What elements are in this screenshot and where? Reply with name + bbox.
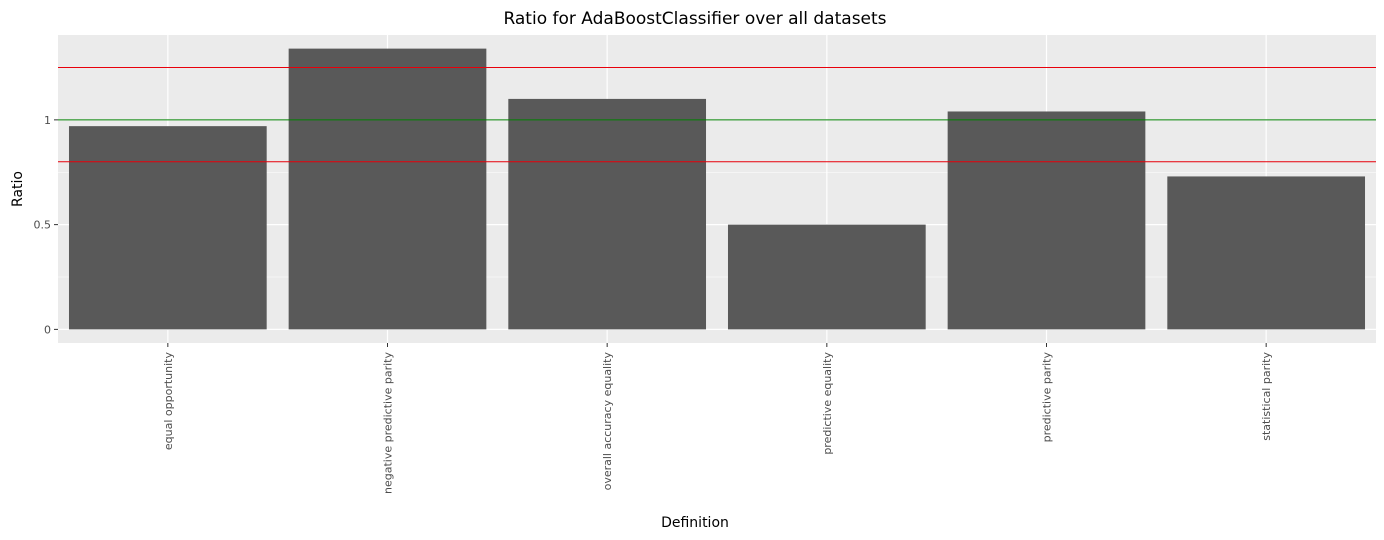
bar-predictive-parity [947,111,1146,330]
bar-negative-predictive-parity [288,48,487,330]
y-tick-label: 0.5 [34,219,52,232]
x-axis: equal opportunity negative predictive par… [162,343,1273,494]
bar-predictive-equality [727,224,926,330]
bar-statistical-parity [1167,176,1366,330]
x-tick-label: predictive parity [1041,352,1054,443]
reference-lines [58,66,1376,163]
x-tick-label: predictive equality [821,352,834,455]
bars [68,48,1366,330]
x-tick-label: equal opportunity [162,352,175,451]
x-tick-label: negative predictive parity [382,352,395,494]
y-tick-label: 0 [44,323,51,336]
bar-equal-opportunity [68,126,267,330]
x-tick-label: overall accuracy equality [601,352,614,491]
y-axis-title: Ratio [10,171,26,207]
y-tick-label: 1 [44,114,51,127]
x-tick-label: statistical parity [1260,352,1273,441]
plot-panel [58,35,1376,343]
bar-overall-accuracy-equality [508,98,707,330]
x-axis-title: Definition [661,515,729,531]
chart-title: Ratio for AdaBoostClassifier over all da… [503,9,886,29]
y-axis: 00.51 [34,114,58,336]
